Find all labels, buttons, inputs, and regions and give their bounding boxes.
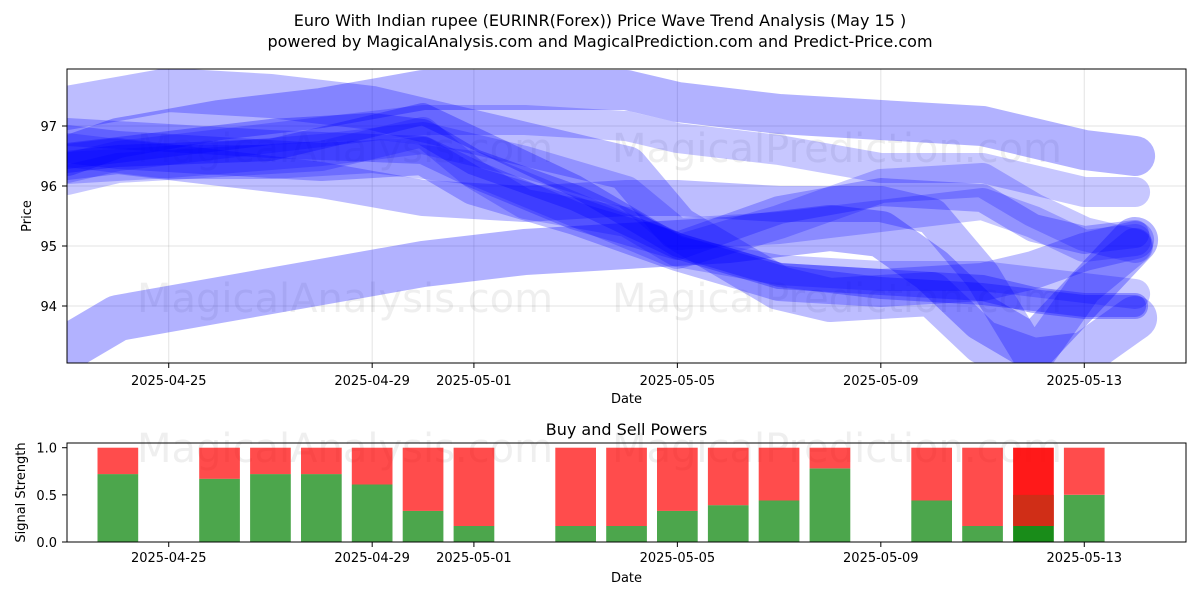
wave-series-6 xyxy=(67,122,1152,262)
wave-series-10 xyxy=(67,138,1154,363)
power-x-tick-label: 2025-05-05 xyxy=(640,551,716,566)
wave-series-7 xyxy=(67,69,1158,363)
wave-series-4 xyxy=(67,118,1150,260)
buy-bar xyxy=(97,474,139,542)
chart-subtitle: powered by MagicalAnalysis.com and Magic… xyxy=(267,32,932,51)
buy-bar xyxy=(301,474,342,542)
watermark: MagicalPrediction.com xyxy=(612,276,1062,322)
power-x-tick-label: 2025-05-09 xyxy=(843,551,919,566)
price-y-tick-label: 96 xyxy=(40,180,57,195)
sell-bar xyxy=(250,447,291,475)
sell-bar xyxy=(758,447,800,501)
titles: Euro With Indian rupee (EURINR(Forex)) P… xyxy=(267,11,932,51)
sell-bar xyxy=(555,447,596,526)
power-chart: Buy and Sell PowersMagicalAnalysis.comMa… xyxy=(14,420,1187,586)
buy-bar xyxy=(809,468,851,542)
power-y-tick-label: 1.0 xyxy=(36,442,57,457)
sell-bar xyxy=(351,447,393,485)
power-axes-frame xyxy=(66,442,1187,543)
wave-series-3 xyxy=(67,133,1153,269)
wave-series-1 xyxy=(67,125,1155,307)
wave-series-2 xyxy=(67,113,1149,319)
wave-series-8 xyxy=(67,70,1156,176)
sell-bar xyxy=(199,447,240,479)
sell-bar xyxy=(707,447,749,506)
price-chart: MagicalAnalysis.com MagicalPrediction.com… xyxy=(20,68,1187,407)
price-x-tick-label: 2025-05-13 xyxy=(1046,374,1122,389)
buy-bar xyxy=(351,484,393,542)
buy-bar xyxy=(962,526,1003,542)
price-y-axis-label: Price xyxy=(20,200,35,232)
price-x-tick-label: 2025-05-09 xyxy=(843,374,919,389)
buy-bar xyxy=(606,526,647,542)
buy-bar xyxy=(707,505,749,542)
sell-bar xyxy=(911,447,952,501)
watermark: MagicalAnalysis.com xyxy=(137,126,553,172)
sell-bar xyxy=(453,447,495,526)
buy-bar xyxy=(758,500,800,542)
price-y-tick-label: 97 xyxy=(40,120,57,135)
power-y-tick-label: 0.5 xyxy=(36,489,57,504)
watermark: MagicalAnalysis.com xyxy=(137,276,553,322)
wave-series-5 xyxy=(67,103,1147,317)
price-x-tick-label: 2025-05-05 xyxy=(640,374,716,389)
buy-bar xyxy=(250,474,291,542)
buy-bar xyxy=(199,478,240,542)
watermark: MagicalPrediction.com xyxy=(612,126,1062,172)
wave-bands xyxy=(67,69,1159,363)
sell-bar xyxy=(606,447,647,526)
power-chart-title: Buy and Sell Powers xyxy=(546,420,708,439)
power-x-tick-label: 2025-05-13 xyxy=(1046,551,1122,566)
buy-bar xyxy=(555,526,596,542)
power-x-tick-label: 2025-04-29 xyxy=(334,551,410,566)
power-y-axis-label: Signal Strength xyxy=(14,442,29,542)
price-y-tick-label: 94 xyxy=(40,300,57,315)
highlight-overlap-bar xyxy=(1013,494,1054,526)
buy-bar xyxy=(453,526,495,542)
buy-bar xyxy=(402,510,444,542)
sell-bar xyxy=(301,447,342,475)
price-y-tick-label: 95 xyxy=(40,240,57,255)
price-axes-frame xyxy=(66,68,1187,364)
sell-bar xyxy=(402,447,444,511)
power-x-tick-label: 2025-05-01 xyxy=(436,551,512,566)
buy-bar xyxy=(1013,526,1054,542)
buy-bar xyxy=(1063,494,1105,542)
sell-bar xyxy=(657,447,698,511)
sell-bar xyxy=(1063,447,1105,495)
price-x-tick-label: 2025-05-01 xyxy=(436,374,512,389)
chart-title: Euro With Indian rupee (EURINR(Forex)) P… xyxy=(294,11,906,30)
wave-series-9 xyxy=(67,105,1151,207)
wave-series-11 xyxy=(67,205,1159,363)
price-x-tick-label: 2025-04-29 xyxy=(334,374,410,389)
wave-series-0 xyxy=(67,117,1151,309)
sell-bar xyxy=(962,447,1003,526)
sell-bar xyxy=(809,447,851,469)
sell-bar xyxy=(97,447,139,475)
price-x-axis-label: Date xyxy=(611,392,642,407)
buy-bar xyxy=(911,500,952,542)
power-x-axis-label: Date xyxy=(611,571,642,586)
price-x-tick-label: 2025-04-25 xyxy=(131,374,207,389)
power-x-tick-label: 2025-04-25 xyxy=(131,551,207,566)
buy-bar xyxy=(657,510,698,542)
power-y-tick-label: 0.0 xyxy=(36,536,57,551)
